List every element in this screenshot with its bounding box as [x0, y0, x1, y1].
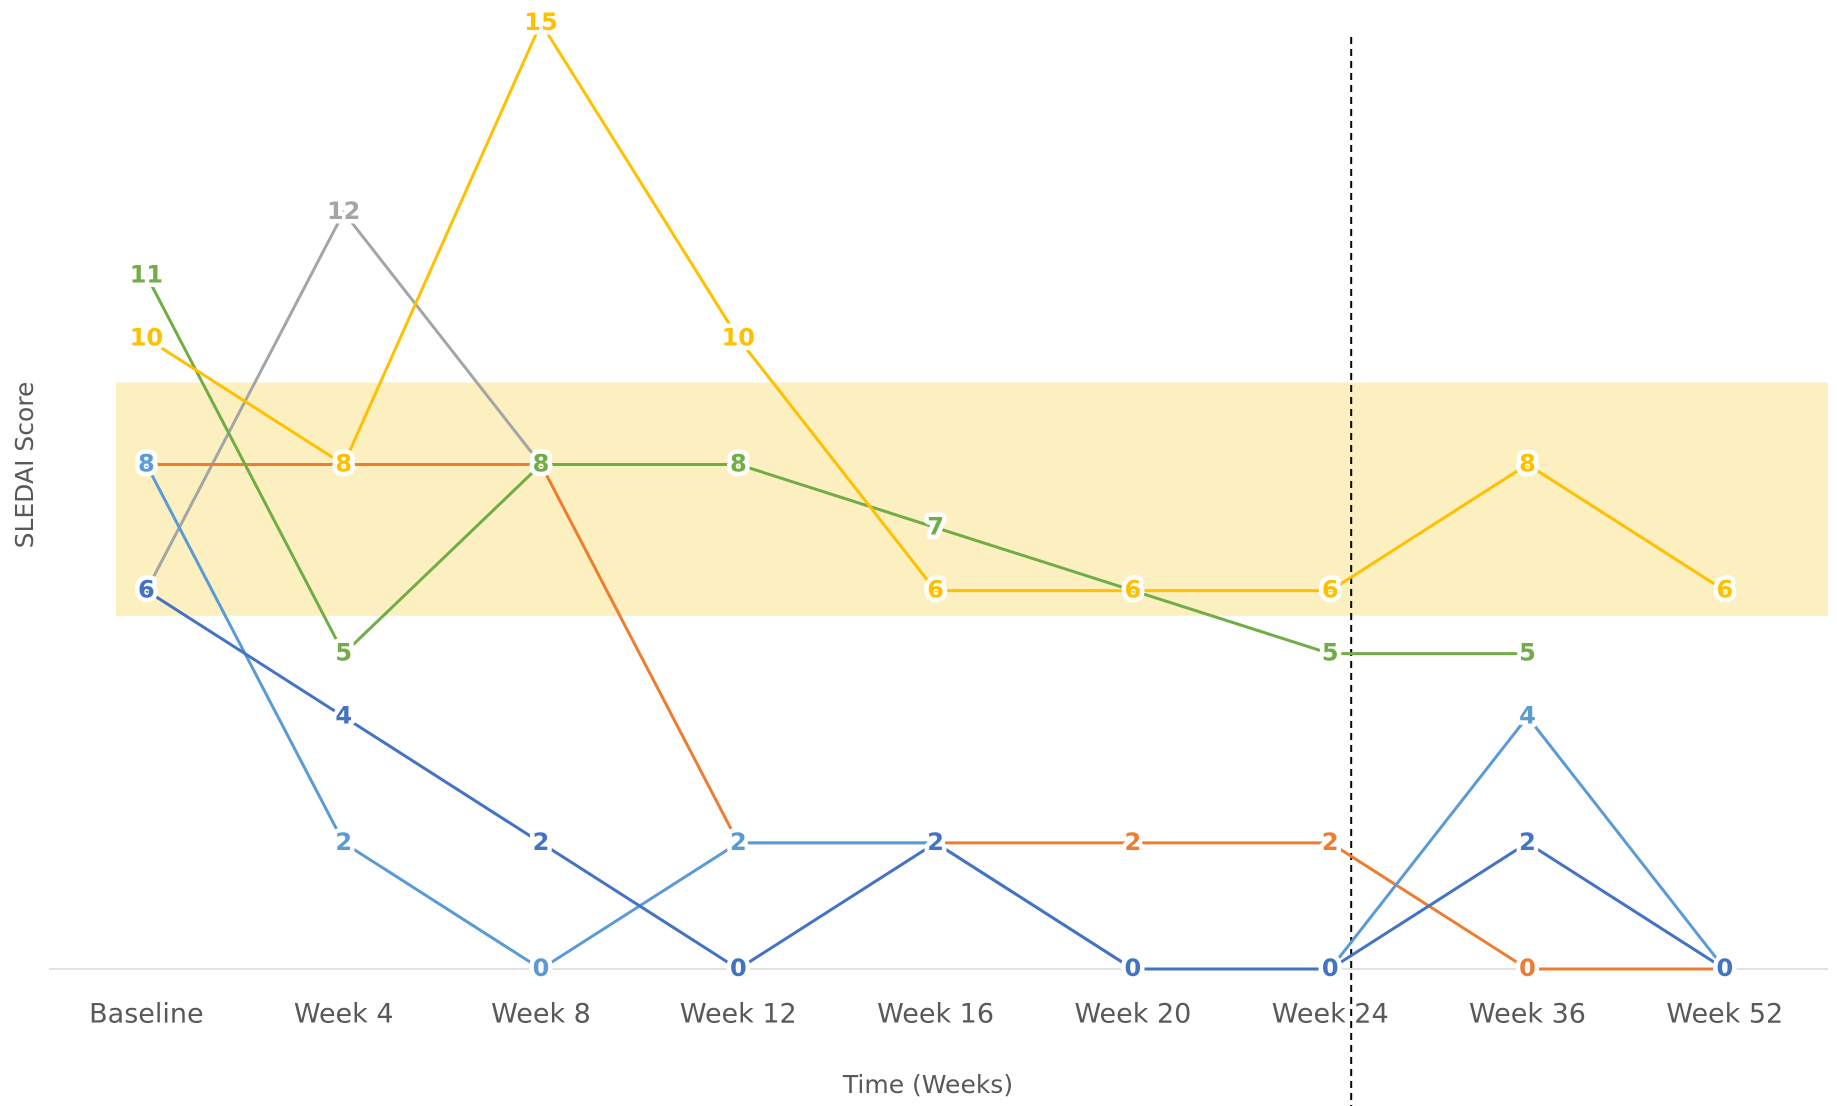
- data-label: 0: [533, 954, 550, 982]
- x-tick-label: Week 16: [877, 999, 994, 1030]
- data-label: 0: [730, 954, 747, 982]
- series-line: [145, 589, 1726, 971]
- shaded-range: [116, 382, 1828, 616]
- x-axis-title: Time (Weeks): [842, 1070, 1013, 1099]
- data-label: 15: [524, 8, 557, 36]
- x-tick-label: Baseline: [89, 999, 203, 1030]
- data-label: 5: [1322, 639, 1339, 667]
- data-label: 2: [533, 828, 550, 856]
- data-label: 11: [130, 260, 163, 288]
- data-label: 5: [1519, 639, 1536, 667]
- data-label: 8: [533, 449, 550, 477]
- data-label: 10: [130, 323, 163, 351]
- data-label: 8: [335, 449, 352, 477]
- data-label: 6: [1322, 576, 1339, 604]
- data-label: 0: [1322, 954, 1339, 982]
- y-axis-title: SLEDAI Score: [10, 382, 39, 549]
- data-label: 6: [138, 576, 155, 604]
- data-label: 5: [335, 639, 352, 667]
- data-label: 8: [138, 449, 155, 477]
- x-tick-label: Week 12: [680, 999, 797, 1030]
- data-label: 6: [1125, 576, 1142, 604]
- x-tick-label: Week 52: [1666, 999, 1783, 1030]
- series-line: [145, 19, 1726, 593]
- data-label: 2: [927, 828, 944, 856]
- data-label: 4: [335, 702, 352, 730]
- data-label: 2: [1322, 828, 1339, 856]
- data-label: 6: [1716, 576, 1733, 604]
- data-label: 0: [1125, 954, 1142, 982]
- x-tick-label: Week 20: [1074, 999, 1191, 1030]
- data-label: 4: [1519, 702, 1536, 730]
- series-line: [145, 274, 1528, 657]
- data-label: 8: [730, 449, 747, 477]
- data-label: 2: [730, 828, 747, 856]
- data-label: 12: [327, 197, 360, 225]
- data-label: 0: [1519, 954, 1536, 982]
- data-label: 10: [722, 323, 755, 351]
- x-tick-label: Week 24: [1272, 999, 1389, 1030]
- data-label: 0: [1716, 954, 1733, 982]
- data-label: 7: [927, 513, 944, 541]
- x-tick-label: Week 4: [294, 999, 394, 1030]
- data-label: 2: [1519, 828, 1536, 856]
- data-label: 2: [1125, 828, 1142, 856]
- data-label: 8: [1519, 449, 1536, 477]
- x-tick-label: Week 8: [491, 999, 591, 1030]
- data-label: 6: [927, 576, 944, 604]
- x-tick-label: Week 36: [1469, 999, 1586, 1030]
- data-label: 2: [335, 828, 352, 856]
- data-label: 2: [730, 828, 747, 856]
